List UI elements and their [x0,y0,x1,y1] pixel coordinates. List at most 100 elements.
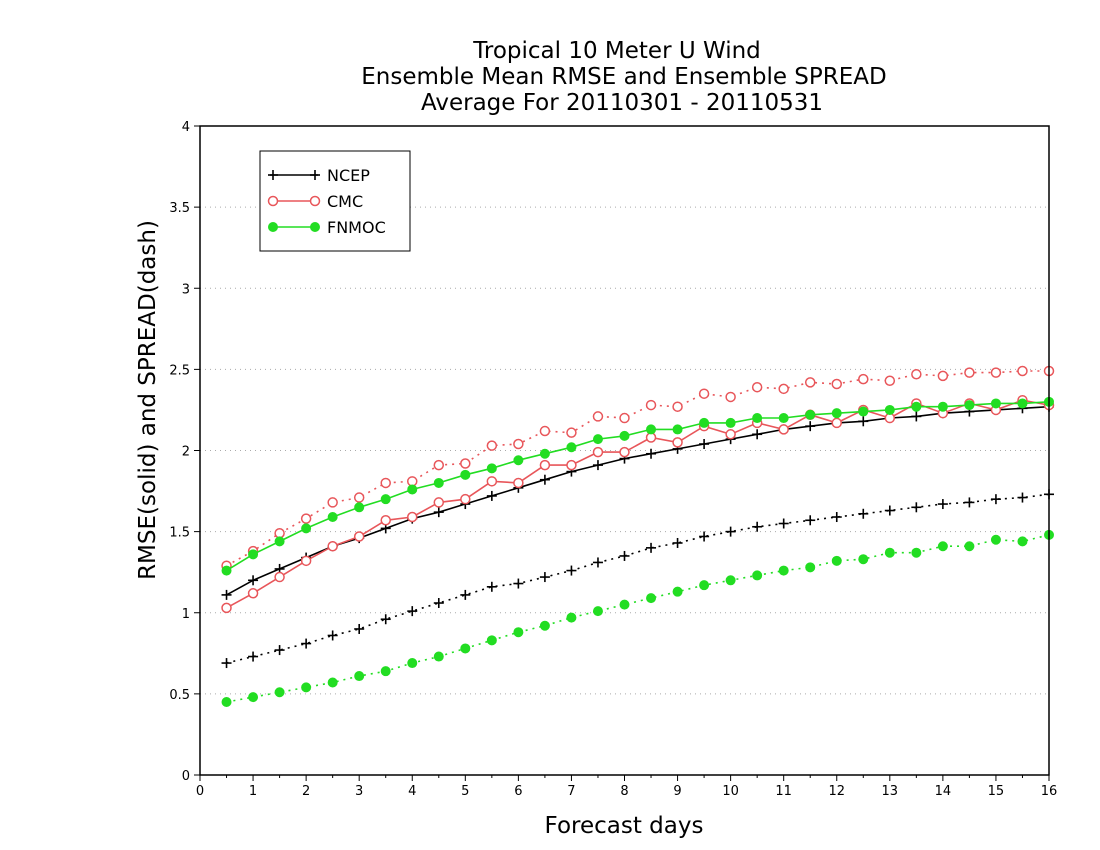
fnmoc-spread-point [858,554,869,565]
x-tick-label: 4 [408,784,416,799]
cmc-spread-point [964,367,975,378]
fnmoc-rmse-point [327,512,338,523]
fnmoc-rmse-point [513,455,524,466]
cmc-spread-point [327,497,338,508]
cmc-spread-point [858,373,869,385]
fnmoc-spread-point [831,555,842,566]
x-tick-label: 8 [620,784,628,799]
ncep-rmse-point [805,421,816,432]
fnmoc-spread-point [221,696,232,707]
ncep-spread-point [513,578,524,589]
ncep-spread-point [248,651,259,662]
cmc-rmse-point [380,515,391,526]
ncep-spread-point [858,508,869,519]
chart-title-line-3: Average For 20110301 - 20110531 [421,90,823,116]
chart-title-line-2: Ensemble Mean RMSE and Ensemble SPREAD [361,64,886,90]
ncep-spread-point [354,623,365,634]
fnmoc-spread-point [592,606,603,617]
x-tick-label: 10 [722,784,739,799]
ncep-rmse-point [248,575,259,586]
fnmoc-rmse-point [672,424,683,435]
fnmoc-spread-point [619,599,630,610]
ncep-spread-point [221,658,232,669]
ncep-spread-point [433,598,444,609]
x-tick-label: 11 [775,784,792,799]
cmc-spread-point [592,411,604,422]
cmc-spread-point [566,427,577,438]
fnmoc-spread-point [248,692,259,703]
ncep-rmse-point [858,416,869,427]
cmc-spread-point [645,399,657,411]
fnmoc-rmse-point [778,413,789,424]
cmc-spread-series [221,365,1055,571]
ncep-rmse-line [226,405,1050,596]
fnmoc-spread-point [699,580,710,591]
x-tick-label: 6 [514,784,522,799]
fnmoc-rmse-point [752,413,763,424]
cmc-spread-point [460,458,471,469]
cmc-spread-point [990,367,1002,378]
cmc-spread-point [831,378,842,390]
ncep-spread-point [884,505,895,516]
ncep-rmse-point [752,429,763,440]
legend-item-fnmoc: FNMOC [268,218,386,237]
cmc-rmse-point [831,417,842,429]
ncep-spread-point [460,589,471,600]
fnmoc-spread-point [752,570,763,581]
cmc-rmse-line [226,399,1050,609]
fnmoc-rmse-point [831,408,842,419]
fnmoc-spread-point [725,575,736,586]
cmc-rmse-point [566,459,577,471]
y-tick-label: 2 [182,445,190,460]
x-tick-label: 14 [935,784,952,799]
cmc-spread-point [1017,365,1028,377]
ncep-spread-point [407,606,418,617]
ncep-spread-point [619,550,630,561]
y-axis-label: RMSE(solid) and SPREAD(dash) [135,220,161,580]
cmc-rmse-point [592,446,604,458]
cmc-spread-point [698,388,710,399]
legend-marker [267,195,279,207]
fnmoc-rmse-point [433,477,444,488]
fnmoc-spread-point [460,643,471,654]
cmc-rmse-point [300,555,312,567]
fnmoc-spread-point [539,620,550,631]
ncep-spread-point [327,630,338,641]
y-tick-label: 0 [182,769,190,784]
y-axis: 0 0.5 1 1.5 2 2.5 3 3.5 4 [169,120,200,784]
ncep-spread-point [937,499,948,510]
fnmoc-rmse-point [805,409,816,420]
fnmoc-spread-point [911,547,922,558]
fnmoc-rmse-line [226,401,1050,572]
cmc-spread-point [433,459,445,471]
fnmoc-spread-point [274,687,285,698]
cmc-spread-point [300,513,312,524]
legend-marker [310,170,320,180]
ncep-spread-point [805,515,816,526]
fnmoc-rmse-point [725,417,736,428]
cmc-rmse-point [407,511,418,523]
x-tick-label: 9 [673,784,681,799]
chart-title-line-1: Tropical 10 Meter U Wind [472,38,761,64]
fnmoc-rmse-point [699,417,710,428]
fnmoc-rmse-point [380,494,391,505]
fnmoc-rmse-point [407,484,418,495]
cmc-rmse-point [725,429,736,440]
legend-item-ncep: NCEP [268,166,370,185]
fnmoc-spread-point [566,612,577,623]
cmc-rmse-point [221,602,232,614]
fnmoc-rmse-point [858,406,869,417]
ncep-spread-point [911,502,922,513]
fnmoc-rmse-point [301,523,312,534]
ncep-rmse-series [221,401,1054,600]
cmc-rmse-point [619,446,630,458]
ncep-spread-point [486,581,497,592]
ncep-spread-point [831,512,842,523]
y-tick-label: 4 [182,120,190,135]
fnmoc-spread-series [221,529,1054,707]
cmc-spread-point [937,370,949,382]
fnmoc-spread-point [407,658,418,669]
fnmoc-spread-point [433,651,444,662]
ncep-spread-point [964,497,975,508]
